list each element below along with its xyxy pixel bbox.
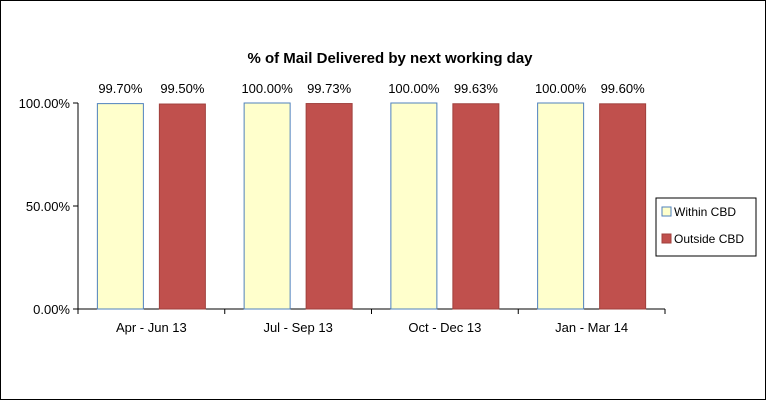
legend-swatch: [661, 206, 672, 217]
legend-label: Within CBD: [674, 205, 736, 219]
legend-box: [655, 197, 757, 257]
data-label: 100.00%: [241, 81, 293, 96]
x-tick-label: Apr - Jun 13: [116, 320, 187, 335]
x-tick-label: Jul - Sep 13: [263, 320, 332, 335]
bar-within-cbd: [243, 102, 291, 310]
data-label: 100.00%: [388, 81, 440, 96]
data-label: 99.63%: [454, 81, 499, 96]
bar-outside-cbd: [158, 103, 206, 310]
x-tick-label: Jan - Mar 14: [555, 320, 628, 335]
data-label: 99.50%: [160, 81, 205, 96]
bar-outside-cbd: [452, 103, 500, 310]
x-tick-label: Oct - Dec 13: [408, 320, 481, 335]
y-tick-label: 50.00%: [26, 199, 71, 214]
bar-within-cbd: [390, 102, 438, 310]
bar-within-cbd: [96, 103, 144, 310]
y-tick-label: 100.00%: [19, 96, 71, 111]
bar-outside-cbd: [599, 103, 647, 310]
legend-label: Outside CBD: [674, 232, 744, 246]
y-tick-label: 0.00%: [33, 302, 70, 317]
legend: Within CBD Outside CBD: [655, 197, 757, 257]
bar-within-cbd: [537, 102, 585, 310]
plot-area: 0.00% 50.00% 100.00% 99.70% 99.50% Apr - Jun …: [19, 81, 666, 335]
legend-swatch: [661, 233, 672, 244]
data-label: 100.00%: [535, 81, 587, 96]
chart-title: % of Mail Delivered by next working day: [247, 50, 533, 67]
data-label: 99.73%: [307, 81, 352, 96]
bar-outside-cbd: [305, 103, 353, 310]
data-label: 99.60%: [601, 81, 646, 96]
data-label: 99.70%: [98, 81, 143, 96]
